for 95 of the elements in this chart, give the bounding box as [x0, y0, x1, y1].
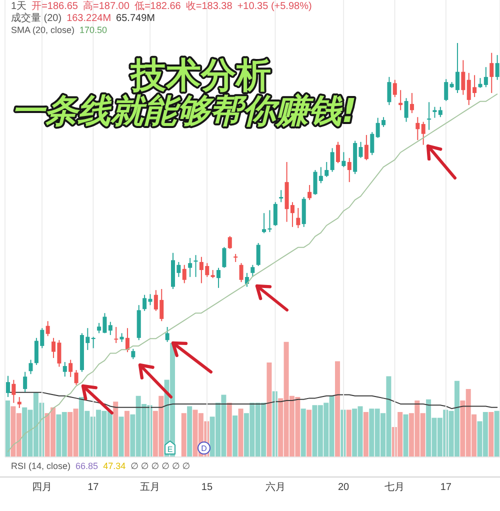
- text: SMA (20, close): [11, 25, 75, 36]
- candlestick: [296, 207, 300, 229]
- text: 163.224M: [66, 13, 112, 24]
- candlestick: [398, 90, 403, 111]
- x-tick-label: 五月: [140, 482, 160, 493]
- text: ∅ ∅ ∅ ∅ ∅ ∅: [130, 461, 190, 472]
- bar: [403, 414, 408, 457]
- candlestick: [239, 262, 244, 283]
- text: 1天: [11, 1, 27, 12]
- candlestick: [318, 166, 323, 184]
- x-tick-label: 20: [338, 482, 350, 493]
- bar: [226, 402, 232, 457]
- candlestick: [165, 326, 170, 342]
- text: 170.50: [80, 25, 108, 36]
- candlestick: [324, 161, 329, 178]
- candlestick: [108, 321, 112, 336]
- candlestick: [364, 134, 368, 161]
- candlestick: [250, 264, 255, 278]
- candlestick: [256, 242, 260, 267]
- candlestick: [74, 370, 78, 386]
- candlestick: [404, 98, 408, 122]
- candlestick: [432, 106, 437, 118]
- text: 66.85: [76, 461, 98, 472]
- x-tick-label: 四月: [32, 482, 52, 493]
- candlestick: [114, 326, 118, 344]
- annotation: D: [201, 444, 208, 453]
- bar: [335, 361, 340, 457]
- bar: [306, 410, 312, 457]
- candlestick: [12, 379, 16, 404]
- candlestick: [6, 375, 10, 398]
- text: +10.35 (+5.98%): [237, 1, 312, 12]
- circle-badge-icon: D: [198, 442, 210, 454]
- bar: [238, 408, 244, 457]
- candlestick: [370, 132, 374, 156]
- candlestick: [461, 60, 466, 96]
- bar: [232, 415, 238, 457]
- text: 一条线就能够帮你赚钱!: [11, 91, 357, 130]
- bar: [124, 410, 130, 457]
- x-tick-label: 15: [201, 482, 213, 493]
- candlestick: [222, 246, 226, 268]
- candlestick: [438, 106, 442, 118]
- candlestick: [490, 52, 494, 94]
- candlestick: [336, 141, 340, 164]
- text: 高=187.00: [83, 1, 130, 12]
- candlestick: [421, 121, 426, 146]
- bar: [181, 413, 186, 457]
- x-tick-label: 七月: [384, 481, 405, 493]
- bar: [266, 362, 272, 457]
- candlestick: [342, 152, 346, 168]
- bar: [488, 412, 494, 457]
- candlestick: [478, 78, 482, 88]
- text: 开=186.65: [32, 1, 78, 12]
- candlestick: [273, 202, 278, 226]
- bar: [113, 402, 118, 457]
- x-tick-label: 17: [440, 482, 452, 493]
- text: 收=183.38: [186, 1, 232, 12]
- candlestick: [313, 170, 318, 196]
- annotation: E: [167, 445, 173, 454]
- text: 低=182.66: [134, 1, 181, 12]
- candlestick: [182, 264, 186, 284]
- candlestick: [62, 362, 67, 378]
- candlestick: [28, 359, 33, 375]
- bar: [363, 412, 368, 457]
- candlestick: [131, 348, 136, 360]
- bar: [346, 410, 352, 457]
- text: 成交量 (20): [11, 13, 62, 24]
- candlestick: [410, 92, 414, 114]
- candlestick: [188, 257, 192, 278]
- candlestick: [387, 76, 392, 106]
- bar: [118, 416, 124, 457]
- x-tick-label: 六月: [265, 481, 286, 493]
- text: 65.749M: [116, 13, 155, 24]
- bar: [494, 410, 500, 457]
- text: 47.34: [103, 461, 126, 472]
- x-tick-label: 17: [88, 482, 100, 493]
- candlestick: [228, 236, 232, 250]
- text: RSI (14, close): [11, 461, 71, 472]
- candlestick: [308, 184, 312, 200]
- candlestick: [279, 190, 284, 203]
- bar: [187, 406, 192, 457]
- candlestick: [444, 78, 448, 102]
- candlestick: [17, 396, 22, 408]
- candlestick: [23, 371, 28, 392]
- candlestick: [125, 328, 130, 353]
- candlestick: [347, 157, 352, 183]
- candlestick: [46, 320, 50, 337]
- candlestick: [68, 359, 73, 378]
- candlestick: [330, 148, 334, 172]
- bar: [300, 408, 306, 457]
- candlestick: [495, 54, 500, 80]
- candlestick: [358, 141, 363, 158]
- candlestick: [216, 267, 221, 288]
- candlestick: [416, 116, 420, 141]
- candlestick: [484, 66, 488, 88]
- candlestick: [392, 79, 397, 98]
